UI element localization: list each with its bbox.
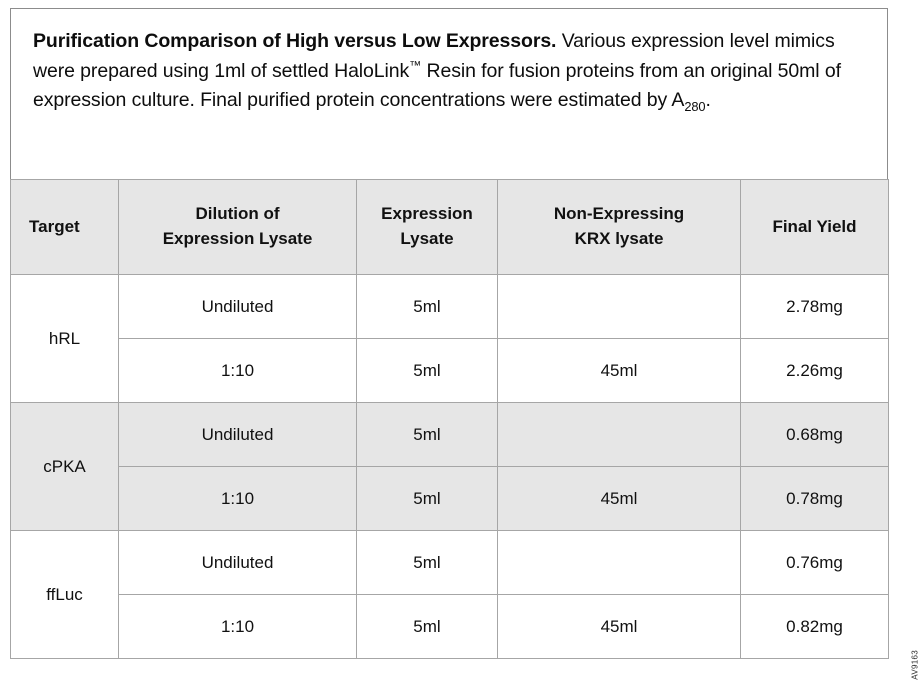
cell-non-expressing (497, 530, 741, 595)
column-header-expression-lysate-line1: Expression (381, 204, 473, 224)
table-row: hRL Undiluted 5ml 2.78mg (10, 274, 889, 403)
cell-dilution: Undiluted (118, 274, 357, 339)
column-header-expression-lysate-line2: Lysate (400, 229, 454, 248)
cell-non-expressing: 45ml (497, 338, 741, 403)
cell-expression-lysate: 5ml (356, 530, 498, 595)
caption-body-part1: Various expression level mimics were pre… (33, 30, 835, 82)
purification-comparison-table: Target Dilution of Expression Lysate Exp… (10, 179, 889, 659)
caption-body-part2: Resin for fusion proteins from an origin… (33, 59, 841, 112)
cell-final-yield: 2.26mg (740, 338, 889, 403)
column-header-dilution-line1: Dilution of (195, 204, 280, 224)
table-row: 1:10 5ml 45ml 0.78mg (11, 466, 889, 531)
table-row: cPKA Undiluted 5ml 0.68mg (10, 402, 889, 531)
header-row: Target Dilution of Expression Lysate Exp… (10, 179, 889, 275)
cell-non-expressing: 45ml (497, 466, 741, 531)
column-header-final-yield: Final Yield (740, 179, 889, 275)
cell-non-expressing (497, 274, 741, 339)
cell-dilution: 1:10 (118, 594, 357, 659)
cell-expression-lysate: 5ml (356, 466, 498, 531)
table-body: hRL Undiluted 5ml 2.78mg 1:10 5ml 45ml 2… (10, 274, 889, 659)
target-label-cell: cPKA (10, 402, 119, 531)
cell-dilution: Undiluted (118, 402, 357, 467)
cell-expression-lysate: 5ml (356, 338, 498, 403)
cell-non-expressing (497, 402, 741, 467)
cell-expression-lysate: 5ml (356, 594, 498, 659)
column-header-dilution: Dilution of Expression Lysate (118, 179, 357, 275)
table-row: ffLuc Undiluted 5ml 0.76mg (10, 530, 889, 659)
figure-caption: Purification Comparison of High versus L… (11, 9, 887, 116)
figure-container: Purification Comparison of High versus L… (10, 8, 889, 659)
cell-dilution: Undiluted (118, 530, 357, 595)
cell-final-yield: 2.78mg (740, 274, 889, 339)
cell-expression-lysate: 5ml (356, 274, 498, 339)
column-header-non-expressing-line1: Non-Expressing (553, 204, 685, 224)
column-header-non-expressing: Non-Expressing KRX lysate (497, 179, 741, 275)
trademark-symbol: ™ (409, 58, 422, 73)
cell-dilution: 1:10 (118, 338, 357, 403)
cell-expression-lysate: 5ml (356, 402, 498, 467)
cell-dilution: 1:10 (118, 466, 357, 531)
figure-code-label: AV9163 (911, 650, 920, 680)
target-label-cell: ffLuc (10, 530, 119, 659)
table-row: 1:10 5ml 45ml 2.26mg (11, 338, 889, 403)
table-header: Target Dilution of Expression Lysate Exp… (10, 179, 889, 275)
cell-non-expressing: 45ml (497, 594, 741, 659)
a280-subscript: 280 (684, 99, 706, 115)
column-header-non-expressing-line2: KRX lysate (574, 229, 664, 248)
column-header-expression-lysate: Expression Lysate (356, 179, 498, 275)
caption-body-part3: . (705, 89, 711, 112)
column-header-target: Target (10, 179, 119, 275)
cell-final-yield: 0.82mg (740, 594, 889, 659)
cell-final-yield: 0.76mg (740, 530, 889, 595)
cell-final-yield: 0.78mg (740, 466, 889, 531)
table-row: 1:10 5ml 45ml 0.82mg (11, 594, 889, 659)
column-header-dilution-line2: Expression Lysate (162, 229, 313, 248)
caption-lead: Purification Comparison of High versus L… (33, 30, 557, 52)
cell-final-yield: 0.68mg (740, 402, 889, 467)
target-label-cell: hRL (10, 274, 119, 403)
